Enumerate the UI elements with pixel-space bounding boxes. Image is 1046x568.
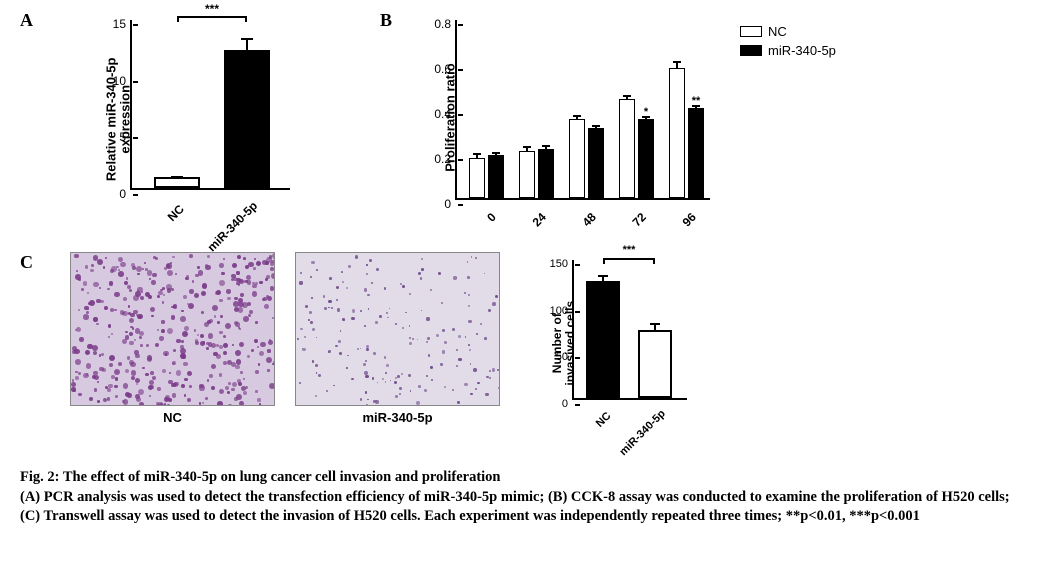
- chart-b-xlabel: 72: [611, 210, 649, 248]
- micrograph-image: [70, 252, 275, 406]
- panel-a-label: A: [20, 10, 33, 31]
- chart-b-bar: [619, 99, 635, 198]
- chart-c-bar: [638, 330, 672, 398]
- chart-b-bar: [469, 158, 485, 199]
- legend-row: NC: [740, 24, 836, 39]
- micrograph: NC: [70, 252, 275, 425]
- panel-a: A 051015NCmiR-340-5p*** Relative miR-340…: [20, 10, 320, 240]
- chart-b-errorbar: [595, 125, 597, 128]
- chart-c-errorbar: [602, 275, 604, 282]
- chart-b-sigtext: **: [692, 95, 701, 107]
- micrograph-caption: miR-340-5p: [295, 410, 500, 425]
- chart-b-errorbar: [495, 152, 497, 155]
- row-1: A 051015NCmiR-340-5p*** Relative miR-340…: [20, 10, 1026, 240]
- chart-b-xlabel: 24: [511, 210, 549, 248]
- chart-b-errorbar: [545, 145, 547, 148]
- chart-a-errorbar: [176, 176, 178, 178]
- micrograph-caption: NC: [70, 410, 275, 425]
- chart-a-xlabel: NC: [135, 202, 187, 254]
- chart-c-bar: [586, 281, 620, 398]
- panel-b-label: B: [380, 10, 392, 31]
- chart-b-bar: [688, 108, 704, 198]
- chart-a-sigbar: [177, 16, 247, 18]
- chart-b-bar: [538, 149, 554, 199]
- legend-swatch: [740, 26, 762, 37]
- chart-a-errorbar: [246, 38, 248, 49]
- chart-a: 051015NCmiR-340-5p*** Relative miR-340-5…: [70, 10, 320, 240]
- chart-a-bar: [154, 177, 200, 188]
- chart-c: 050100150NCmiR-340-5p*** Number ofinvasi…: [524, 252, 704, 452]
- chart-c-sigtext: ***: [623, 244, 636, 256]
- chart-c-xlabel: NC: [565, 410, 613, 458]
- chart-b-sigtext: *: [644, 106, 648, 118]
- chart-b-errorbar: [526, 146, 528, 151]
- caption-title: Fig. 2: The effect of miR-340-5p on lung…: [20, 468, 1026, 488]
- panel-b: B 00.20.40.60.8024487296*** Proliferatio…: [380, 10, 900, 240]
- chart-a-ytick: 15: [113, 17, 132, 31]
- panel-c-row: NC miR-340-5p 050100150NCmiR-340-5p*** Nu…: [70, 252, 1026, 452]
- legend-label: miR-340-5p: [768, 43, 836, 58]
- chart-b-errorbar: [626, 95, 628, 100]
- chart-a-sigtext: ***: [205, 2, 219, 16]
- micrograph-container: NC miR-340-5p: [70, 252, 500, 425]
- legend-swatch: [740, 45, 762, 56]
- chart-b-plot: 00.20.40.60.8024487296***: [455, 20, 710, 200]
- chart-c-plot: 050100150NCmiR-340-5p***: [572, 260, 687, 400]
- chart-a-xlabel: miR-340-5p: [205, 202, 257, 254]
- chart-c-ylabel: Number ofinvasived cells: [551, 273, 577, 413]
- legend-label: NC: [768, 24, 787, 39]
- chart-b-bar: [569, 119, 585, 198]
- figure-caption: Fig. 2: The effect of miR-340-5p on lung…: [20, 468, 1026, 527]
- chart-b-wrap: 00.20.40.60.8024487296*** Proliferation …: [400, 10, 900, 240]
- chart-c-ytick: 150: [550, 258, 574, 270]
- chart-b-xlabel: 48: [561, 210, 599, 248]
- chart-b-bar: [519, 151, 535, 198]
- chart-b-xlabel: 96: [661, 210, 699, 248]
- legend-row: miR-340-5p: [740, 43, 836, 58]
- panel-c: C NC miR-340-5p 050100150NCmiR-340-5p*** …: [20, 252, 1026, 452]
- chart-b-bar: [588, 128, 604, 198]
- chart-c-xlabel: miR-340-5p: [617, 410, 665, 458]
- chart-b-ylabel: Proliferation ratio: [443, 28, 458, 208]
- chart-b-xlabel: 0: [461, 210, 499, 248]
- chart-b-errorbar: [576, 115, 578, 120]
- chart-b-bar: [638, 119, 654, 198]
- caption-body: (A) PCR analysis was used to detect the …: [20, 488, 1026, 527]
- chart-b-bar: [669, 68, 685, 199]
- chart-b-errorbar: [476, 153, 478, 158]
- micrograph-image: [295, 252, 500, 406]
- chart-a-bar: [224, 50, 270, 188]
- chart-a-ylabel: Relative miR-340-5pexpression: [105, 34, 134, 204]
- chart-b: 00.20.40.60.8024487296*** Proliferation …: [400, 10, 730, 240]
- chart-b-bar: [488, 155, 504, 198]
- micrograph: miR-340-5p: [295, 252, 500, 425]
- chart-c-sigbar: [603, 258, 655, 260]
- chart-c-errorbar: [654, 323, 656, 330]
- chart-a-plot: 051015NCmiR-340-5p***: [130, 20, 290, 190]
- chart-b-errorbar: [676, 61, 678, 68]
- panel-c-label: C: [20, 252, 33, 273]
- chart-b-legend: NC miR-340-5p: [740, 24, 836, 62]
